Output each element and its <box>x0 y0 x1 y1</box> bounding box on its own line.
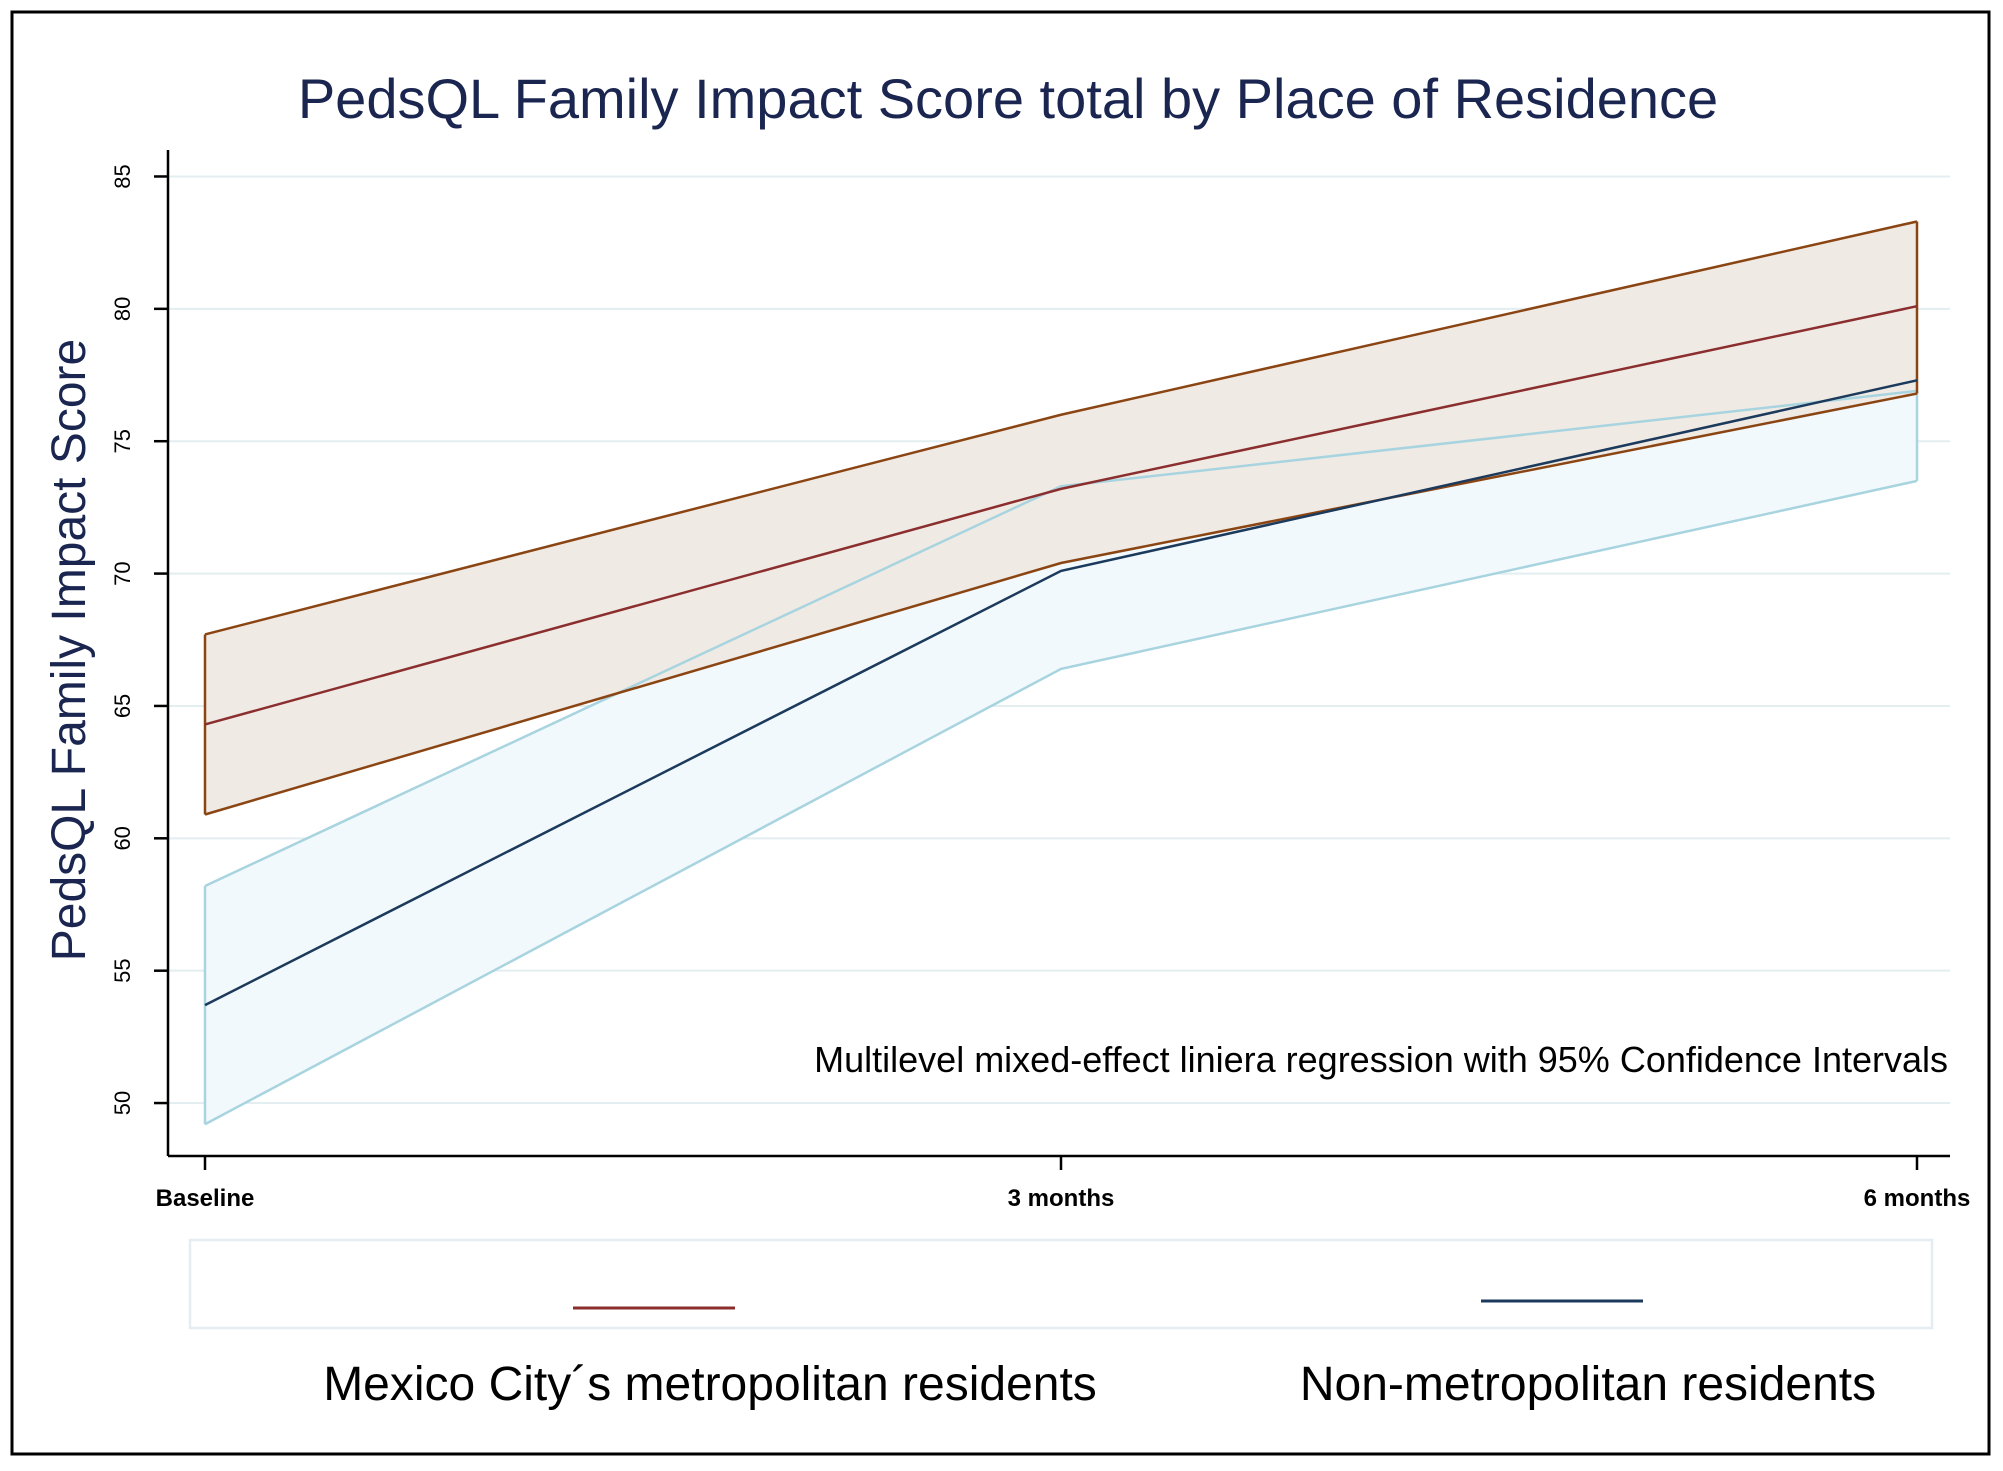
legend-label-metropolitan: Mexico City´s metropolitan residents <box>323 1358 1097 1411</box>
ci-lower-metropolitan <box>204 392 1918 816</box>
y-tick-label-75: 75 <box>110 429 135 453</box>
y-tick-label-70: 70 <box>110 561 135 585</box>
ci-upper-metropolitan <box>204 220 1918 636</box>
x-tick-label-2: 6 months <box>1864 1185 1971 1212</box>
series-lines <box>203 220 1919 1126</box>
chart-title: PedsQL Family Impact Score total by Plac… <box>298 67 1718 130</box>
axes <box>166 150 1950 1158</box>
series-line-non-metropolitan <box>204 379 1918 1007</box>
ci-lower-non-metropolitan <box>204 479 1918 1126</box>
x-ticks: Baseline 3 months 6 months <box>156 1156 1971 1212</box>
y-tick-label-80: 80 <box>110 297 135 321</box>
y-axis-label: PedsQL Family Impact Score <box>43 339 96 961</box>
x-tick-label-0: Baseline <box>156 1185 255 1212</box>
x-tick-label-1: 3 months <box>1008 1185 1115 1212</box>
y-tick-label-85: 85 <box>110 164 135 188</box>
legend-label-non-metropolitan: Non-metropolitan residents <box>1300 1358 1876 1411</box>
ci-band-metropolitan <box>205 221 1917 815</box>
y-tick-label-65: 65 <box>110 694 135 718</box>
chart-annotation: Multilevel mixed-effect liniera regressi… <box>814 1039 1948 1080</box>
y-tick-label-55: 55 <box>110 958 135 982</box>
series-line-metropolitan <box>204 304 1918 726</box>
legend-box <box>188 1238 1934 1330</box>
y-ticks: 50 55 60 65 70 75 80 85 <box>110 164 168 1115</box>
ci-upper-non-metropolitan <box>204 389 1918 888</box>
y-tick-label-50: 50 <box>110 1091 135 1115</box>
y-tick-label-60: 60 <box>110 826 135 850</box>
